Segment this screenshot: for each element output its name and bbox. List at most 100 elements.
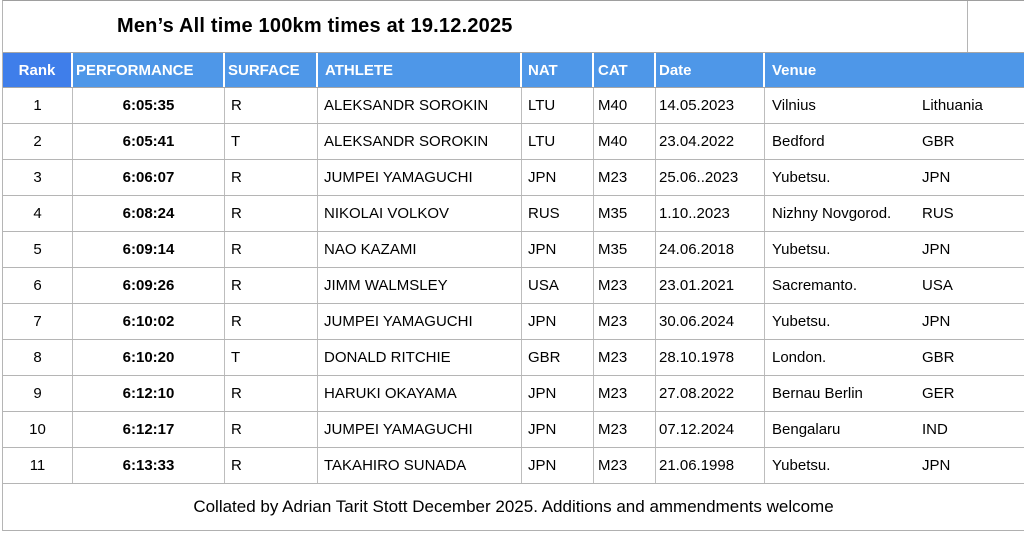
venue-cell: Sacremanto. USA [765, 268, 1024, 303]
cat-cell: M23 [594, 304, 656, 339]
title-cell-right-border [967, 1, 968, 52]
header-cell-performance: PERFORMANCE [73, 53, 225, 87]
nat-cell: JPN [522, 412, 594, 447]
table-row: 5 6:09:14 R NAO KAZAMI JPN M35 24.06.201… [3, 232, 1024, 268]
table-row: 2 6:05:41 T ALEKSANDR SOROKIN LTU M40 23… [3, 124, 1024, 160]
date-cell: 21.06.1998 [656, 448, 765, 483]
nat-cell: JPN [522, 448, 594, 483]
header-cell-nat: NAT [522, 53, 594, 87]
header-cell-surface: SURFACE [225, 53, 318, 87]
surface-cell: T [225, 124, 318, 159]
surface-cell: R [225, 232, 318, 267]
rank-cell: 2 [3, 124, 73, 159]
cat-cell: M35 [594, 232, 656, 267]
date-cell: 14.05.2023 [656, 88, 765, 123]
cat-cell: M23 [594, 160, 656, 195]
athlete-cell: JUMPEI YAMAGUCHI [318, 304, 522, 339]
nat-cell: USA [522, 268, 594, 303]
venue-country: JPN [922, 169, 951, 186]
performance-cell: 6:05:41 [73, 124, 225, 159]
date-cell: 27.08.2022 [656, 376, 765, 411]
cat-cell: M23 [594, 448, 656, 483]
venue-country: GER [922, 385, 955, 402]
performance-cell: 6:10:20 [73, 340, 225, 375]
cat-cell: M40 [594, 88, 656, 123]
performance-cell: 6:12:17 [73, 412, 225, 447]
rank-cell: 1 [3, 88, 73, 123]
athlete-cell: JIMM WALMSLEY [318, 268, 522, 303]
table-row: 10 6:12:17 R JUMPEI YAMAGUCHI JPN M23 07… [3, 412, 1024, 448]
surface-cell: R [225, 448, 318, 483]
performance-cell: 6:06:07 [73, 160, 225, 195]
athlete-cell: ALEKSANDR SOROKIN [318, 124, 522, 159]
venue-cell: Yubetsu. JPN [765, 232, 1024, 267]
header-cell-rank: Rank [3, 53, 73, 87]
athlete-cell: ALEKSANDR SOROKIN [318, 88, 522, 123]
header-cell-venue: Venue [765, 53, 1024, 87]
cat-cell: M23 [594, 376, 656, 411]
venue-city: Sacremanto. [772, 277, 858, 294]
date-cell: 23.04.2022 [656, 124, 765, 159]
header-cell-athlete: ATHLETE [318, 53, 522, 87]
venue-country: Lithuania [922, 97, 983, 114]
athlete-cell: TAKAHIRO SUNADA [318, 448, 522, 483]
surface-cell: R [225, 376, 318, 411]
athlete-cell: JUMPEI YAMAGUCHI [318, 412, 522, 447]
athlete-cell: NAO KAZAMI [318, 232, 522, 267]
table-row: 3 6:06:07 R JUMPEI YAMAGUCHI JPN M23 25.… [3, 160, 1024, 196]
date-cell: 1.10..2023 [656, 196, 765, 231]
venue-city: Yubetsu. [772, 169, 831, 186]
cat-cell: M23 [594, 412, 656, 447]
nat-cell: LTU [522, 88, 594, 123]
athlete-cell: HARUKI OKAYAMA [318, 376, 522, 411]
table-body: 1 6:05:35 R ALEKSANDR SOROKIN LTU M40 14… [3, 88, 1024, 484]
header-cell-date: Date [656, 53, 765, 87]
performance-cell: 6:10:02 [73, 304, 225, 339]
venue-city: Bernau Berlin [772, 385, 863, 402]
rank-cell: 6 [3, 268, 73, 303]
venue-country: IND [922, 421, 948, 438]
venue-city: Bedford [772, 133, 825, 150]
venue-cell: London. GBR [765, 340, 1024, 375]
rank-cell: 9 [3, 376, 73, 411]
surface-cell: R [225, 304, 318, 339]
nat-cell: JPN [522, 232, 594, 267]
cat-cell: M40 [594, 124, 656, 159]
venue-cell: Bedford GBR [765, 124, 1024, 159]
date-cell: 23.01.2021 [656, 268, 765, 303]
performance-cell: 6:13:33 [73, 448, 225, 483]
surface-cell: R [225, 160, 318, 195]
date-cell: 07.12.2024 [656, 412, 765, 447]
table-row: 9 6:12:10 R HARUKI OKAYAMA JPN M23 27.08… [3, 376, 1024, 412]
all-time-100km-table: Men’s All time 100km times at 19.12.2025… [2, 0, 1024, 531]
date-cell: 24.06.2018 [656, 232, 765, 267]
venue-city: Nizhny Novgorod. [772, 205, 892, 222]
surface-cell: R [225, 412, 318, 447]
venue-cell: Bernau Berlin GER [765, 376, 1024, 411]
venue-city: Yubetsu. [772, 241, 831, 258]
athlete-cell: DONALD RITCHIE [318, 340, 522, 375]
venue-cell: Nizhny Novgorod. RUS [765, 196, 1024, 231]
rank-cell: 4 [3, 196, 73, 231]
performance-cell: 6:12:10 [73, 376, 225, 411]
venue-country: GBR [922, 349, 955, 366]
venue-country: JPN [922, 241, 951, 258]
venue-city: Bengalaru [772, 421, 841, 438]
date-cell: 25.06..2023 [656, 160, 765, 195]
surface-cell: R [225, 196, 318, 231]
rank-cell: 3 [3, 160, 73, 195]
performance-cell: 6:09:14 [73, 232, 225, 267]
date-cell: 28.10.1978 [656, 340, 765, 375]
athlete-cell: NIKOLAI VOLKOV [318, 196, 522, 231]
nat-cell: JPN [522, 304, 594, 339]
table-row: 8 6:10:20 T DONALD RITCHIE GBR M23 28.10… [3, 340, 1024, 376]
surface-cell: R [225, 88, 318, 123]
venue-city: Vilnius [772, 97, 816, 114]
nat-cell: LTU [522, 124, 594, 159]
performance-cell: 6:09:26 [73, 268, 225, 303]
rank-cell: 10 [3, 412, 73, 447]
venue-country: GBR [922, 133, 955, 150]
nat-cell: RUS [522, 196, 594, 231]
footer-row: Collated by Adrian Tarit Stott December … [3, 484, 1024, 531]
venue-country: RUS [922, 205, 954, 222]
